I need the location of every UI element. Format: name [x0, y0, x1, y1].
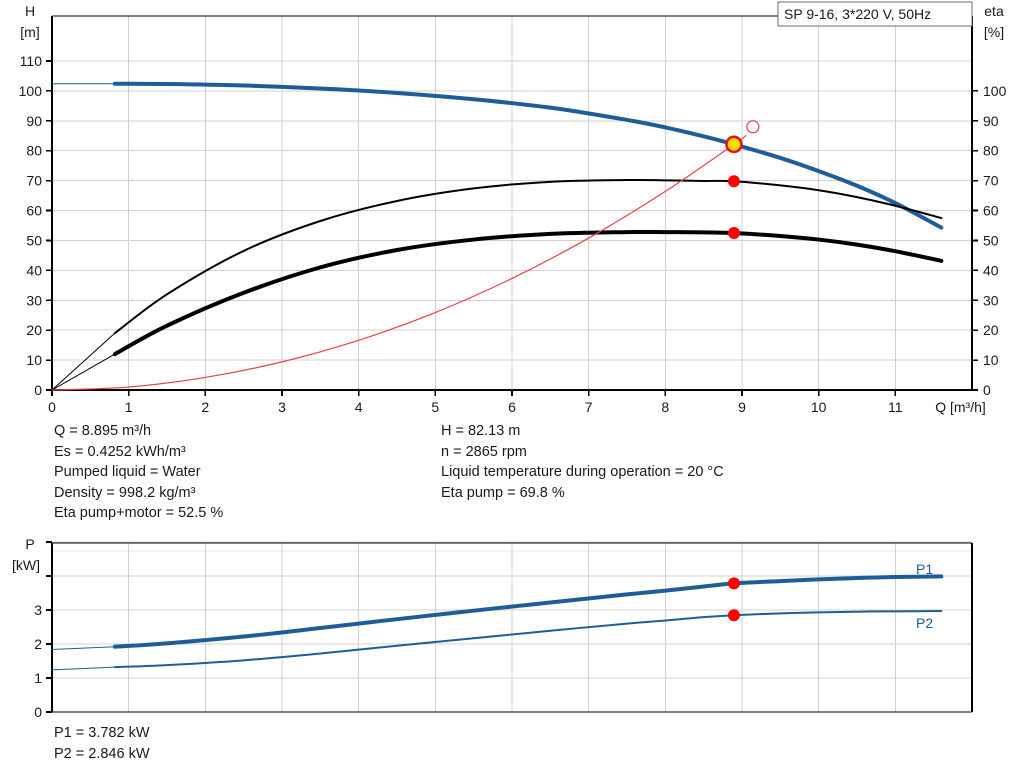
head-left-tick-label: 50 — [26, 232, 42, 248]
head-right-tick-label: 0 — [983, 382, 991, 398]
power-left-tick-label: 1 — [34, 670, 42, 686]
duty-info-line-2: n = 2865 rpm — [441, 443, 527, 460]
head-x-tick-label: 0 — [48, 399, 56, 415]
power-left-tick-label: 3 — [34, 602, 42, 618]
head-x-tick-label: 7 — [585, 399, 593, 415]
power-left-tick-label: 0 — [34, 704, 42, 720]
curve-system-curve — [51, 135, 747, 391]
curve-eta-pump-motor — [112, 229, 944, 357]
head-right-axis-name: eta — [984, 3, 1004, 19]
head-left-axis-unit: [m] — [20, 24, 39, 40]
power-series-label-p1: P1 — [916, 561, 933, 577]
head-left-axis-name: H — [25, 3, 35, 19]
head-x-axis-label: Q [m³/h] — [935, 399, 986, 415]
duty-info-left: Q = 8.895 m³/h Es = 0.4252 kWh/m³ Pumped l… — [54, 421, 223, 524]
head-right-tick-label: 90 — [983, 113, 999, 129]
duty-info-line-2: Es = 0.4252 kWh/m³ — [54, 443, 186, 460]
curve-p2 — [113, 610, 943, 669]
head-right-tick-label: 70 — [983, 173, 999, 189]
power-axis-name: P — [25, 536, 34, 552]
head-x-tick-label: 5 — [431, 399, 439, 415]
duty-info-line-1: H = 82.13 m — [441, 423, 521, 439]
head-x-tick-label: 6 — [508, 399, 516, 415]
head-x-tick-label: 9 — [738, 399, 746, 415]
head-right-tick-label: 40 — [983, 262, 999, 278]
head-left-tick-label: 90 — [26, 113, 42, 129]
power-value-line-1: P1 = 3.782 kW — [54, 725, 150, 741]
head-left-tick-label: 20 — [26, 322, 42, 338]
curve-p1 — [112, 574, 944, 649]
head-left-tick-label: 80 — [26, 143, 42, 159]
head-left-tick-label: 70 — [26, 173, 42, 189]
head-x-tick-label: 2 — [201, 399, 209, 415]
duty-info-line-1: Q = 8.895 m³/h — [54, 423, 152, 439]
head-x-tick-label: 11 — [888, 399, 903, 415]
power-series-label-p2: P2 — [916, 615, 933, 631]
duty-info-right: H = 82.13 m n = 2865 rpm Liquid temperatur… — [441, 421, 724, 503]
power-info: P1 = 3.782 kW P2 = 2.846 kW — [54, 723, 150, 764]
p1-duty-marker[interactable] — [727, 577, 740, 590]
head-x-tick-label: 4 — [355, 399, 363, 415]
system-curve-endpoint — [746, 120, 760, 134]
duty-point[interactable] — [725, 135, 743, 154]
curve-eta-pump — [113, 178, 943, 335]
head-right-tick-label: 30 — [983, 292, 999, 308]
curve-eta-pump-motor-thin-extension — [51, 353, 116, 391]
head-right-tick-label: 10 — [983, 352, 999, 368]
head-x-tick-label: 1 — [125, 399, 133, 415]
power-left-tick-label: 2 — [34, 636, 42, 652]
head-left-tick-label: 60 — [26, 203, 42, 219]
head-left-tick-label: 110 — [20, 53, 43, 69]
duty-info-line-4: Eta pump = 69.8 % — [441, 484, 565, 501]
chart-title-text: SP 9-16, 3*220 V, 50Hz — [784, 6, 931, 22]
title-box — [777, 1, 973, 27]
head-right-tick-label: 20 — [983, 322, 999, 338]
eta-pump-marker[interactable] — [727, 175, 740, 188]
head-left-tick-label: 0 — [34, 382, 42, 398]
p2-duty-marker[interactable] — [727, 609, 740, 622]
head-left-tick-label: 40 — [26, 262, 42, 278]
head-right-tick-label: 80 — [983, 143, 999, 159]
head-x-tick-label: 3 — [278, 399, 286, 415]
head-left-tick-label: 30 — [26, 292, 42, 308]
head-left-tick-label: 100 — [19, 83, 43, 99]
head-left-tick-label: 10 — [26, 352, 42, 368]
curve-h-head-curve — [112, 81, 944, 230]
eta-pump-motor-marker[interactable] — [727, 226, 740, 239]
head-right-axis-unit: [%] — [984, 24, 1004, 40]
curve-eta-pump-thin-extension — [51, 332, 116, 391]
head-x-tick-label: 8 — [661, 399, 669, 415]
head-right-tick-label: 60 — [983, 203, 999, 219]
power-axis-unit: [kW] — [12, 557, 40, 573]
curve-p1-thin-extension — [51, 646, 116, 650]
duty-info-line-3: Liquid temperature during operation = 20… — [441, 464, 724, 480]
duty-info-line-5: Eta pump+motor = 52.5 % — [54, 505, 224, 521]
head-right-tick-label: 50 — [983, 232, 999, 248]
duty-info-line-3: Pumped liquid = Water — [54, 464, 201, 480]
head-x-tick-label: 10 — [811, 399, 827, 415]
curve-p2-thin-extension — [51, 666, 116, 671]
head-right-tick-label: 100 — [983, 83, 1007, 99]
duty-info-line-4: Density = 998.2 kg/m³ — [54, 484, 196, 501]
power-value-line-2: P2 = 2.846 kW — [54, 745, 150, 762]
